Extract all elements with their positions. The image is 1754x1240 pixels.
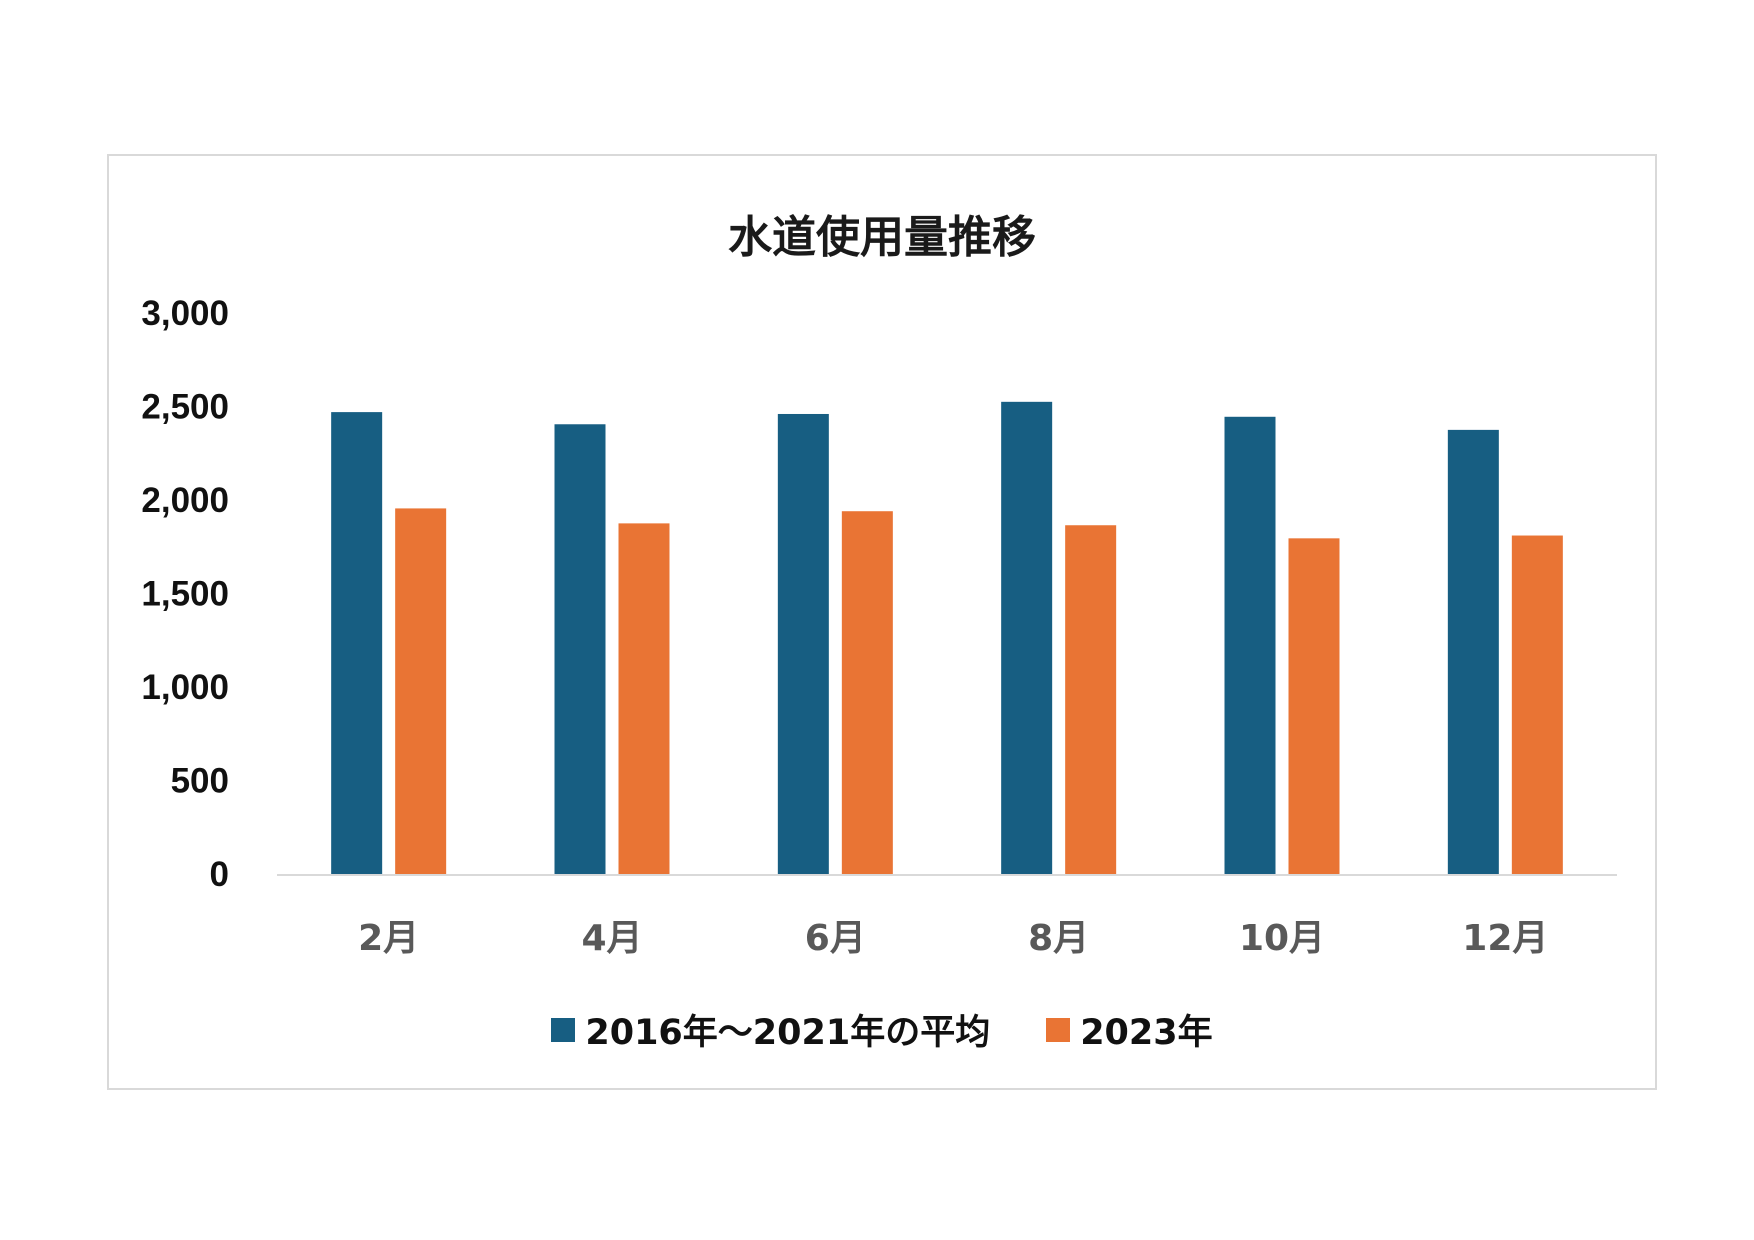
legend-swatch-series-2: [1046, 1017, 1071, 1042]
bar-series-2-1: [395, 508, 447, 874]
x-tick-label: 10月: [1239, 918, 1325, 959]
y-tick-label: 2,000: [141, 481, 229, 520]
bar-series-1-1: [331, 412, 383, 874]
bar-series-2-3: [841, 511, 893, 874]
x-tick-label: 4月: [581, 918, 642, 959]
chart-title: 水道使用量推移: [728, 212, 1036, 263]
y-tick-label: 1,500: [141, 575, 229, 614]
bar-series-1-5: [1224, 416, 1276, 874]
bar-series-1-6: [1447, 429, 1499, 874]
bar-series-2-4: [1065, 525, 1117, 874]
x-tick-label: 12月: [1462, 918, 1548, 959]
y-tick-label: 500: [171, 762, 229, 801]
y-tick-label: 0: [210, 855, 229, 894]
chart-frame: 水道使用量推移 0 500 1,000 1,500 2,000 2,500 3,000 2月 4…: [107, 154, 1657, 1090]
legend-item-series-1: 2016年～2021年の平均: [551, 1004, 990, 1055]
plot-area: 0 500 1,000 1,500 2,000 2,500 3,000 2月 4月 6月 8月 10月…: [141, 294, 1617, 959]
legend-item-series-2: 2023年: [1046, 1004, 1213, 1055]
legend-label-series-1: 2016年～2021年の平均: [585, 1013, 991, 1053]
bar-series-1-4: [1001, 401, 1053, 874]
legend: 2016年～2021年の平均 2023年: [109, 1004, 1655, 1055]
y-tick-label: 3,000: [141, 294, 229, 333]
legend-label-series-2: 2023年: [1080, 1013, 1213, 1053]
y-tick-label: 1,000: [141, 668, 229, 707]
x-tick-label: 2月: [358, 918, 419, 959]
bar-series-2-2: [618, 523, 670, 874]
x-tick-label: 8月: [1028, 918, 1089, 959]
bar-series-2-5: [1288, 538, 1340, 874]
legend-swatch-series-1: [551, 1017, 576, 1042]
bar-series-1-3: [777, 413, 829, 874]
y-tick-label: 2,500: [141, 388, 229, 427]
bar-series-1-2: [554, 424, 606, 874]
x-tick-label: 6月: [805, 918, 866, 959]
bar-series-2-6: [1511, 535, 1563, 874]
